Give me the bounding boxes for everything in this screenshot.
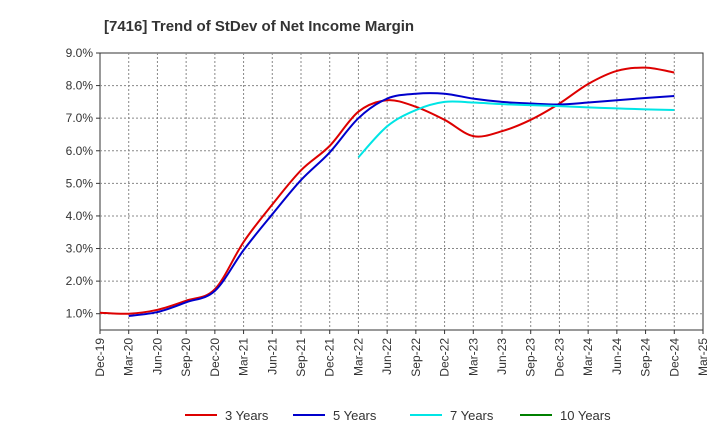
legend-label-3-years: 3 Years [225, 408, 269, 423]
plot-area [99, 52, 704, 331]
chart-title: [7416] Trend of StDev of Net Income Marg… [104, 18, 414, 35]
y-tick-label: 5.0% [66, 176, 94, 190]
x-tick-label: Sep-22 [409, 338, 423, 377]
x-tick-label: Jun-22 [380, 338, 394, 375]
x-tick-label: Dec-24 [667, 338, 681, 377]
y-tick-label: 3.0% [66, 242, 94, 256]
x-tick-label: Mar-20 [122, 338, 136, 376]
x-tick-label: Mar-22 [351, 338, 365, 376]
y-tick-label: 1.0% [66, 307, 94, 321]
legend-label-7-years: 7 Years [450, 408, 494, 423]
x-tick-label: Mar-25 [696, 338, 710, 376]
x-tick-label: Sep-24 [639, 338, 653, 377]
x-tick-label: Jun-24 [610, 338, 624, 375]
x-tick-label: Mar-23 [466, 338, 480, 376]
x-tick-label: Jun-23 [495, 338, 509, 375]
x-tick-label: Jun-20 [150, 338, 164, 375]
series-line-7-years [357, 100, 675, 158]
x-tick-label: Jun-21 [265, 338, 279, 375]
legend: 3 Years 5 Years 7 Years 10 Years [185, 408, 611, 423]
legend-label-5-years: 5 Years [333, 408, 377, 423]
y-tick-label: 8.0% [66, 79, 94, 93]
x-tick-label: Sep-21 [294, 338, 308, 377]
x-tick-label: Dec-22 [438, 338, 452, 377]
x-tick-label: Dec-23 [552, 338, 566, 377]
legend-label-10-years: 10 Years [560, 408, 611, 423]
y-tick-label: 2.0% [66, 274, 94, 288]
x-tick-label: Dec-19 [93, 338, 107, 377]
y-axis: 1.0% 2.0% 3.0% 4.0% 5.0% 6.0% 7.0% 8.0% 9.0% [66, 46, 100, 321]
grid [100, 53, 703, 330]
y-tick-label: 6.0% [66, 144, 94, 158]
x-tick-label: Sep-20 [179, 338, 193, 377]
x-tick-label: Sep-23 [524, 338, 538, 377]
x-axis: Dec-19 Mar-20 Jun-20 Sep-20 Dec-20 Mar-21 Jun-… [93, 330, 710, 377]
y-tick-label: 7.0% [66, 111, 94, 125]
y-tick-label: 9.0% [66, 46, 94, 60]
series-line-5-years [128, 92, 675, 317]
x-tick-label: Dec-21 [323, 338, 337, 377]
x-tick-label: Mar-24 [581, 338, 595, 376]
x-tick-label: Dec-20 [208, 338, 222, 377]
series-line-3-years [99, 66, 675, 315]
x-tick-label: Mar-21 [237, 338, 251, 376]
y-tick-label: 4.0% [66, 209, 94, 223]
series-lines [99, 66, 675, 317]
